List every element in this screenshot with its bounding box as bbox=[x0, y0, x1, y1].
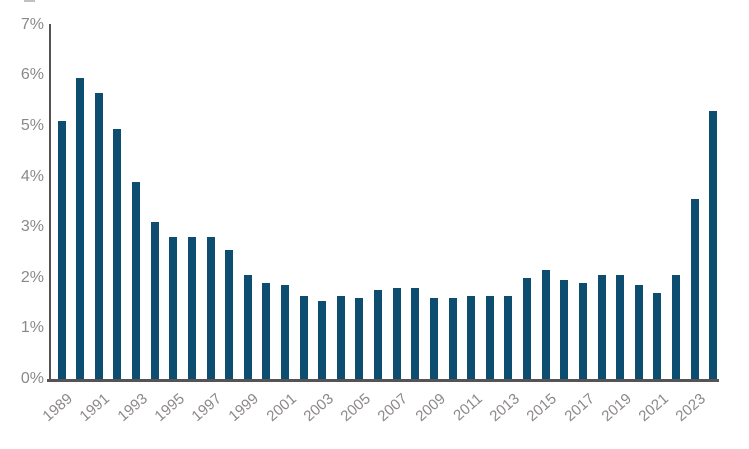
bar bbox=[597, 275, 606, 379]
x-axis-tick-label: 2021 bbox=[635, 390, 672, 425]
x-axis-tick-label: 2001 bbox=[263, 390, 300, 425]
bar bbox=[560, 280, 569, 379]
bar bbox=[225, 250, 234, 379]
bar bbox=[243, 275, 252, 379]
x-axis-tick-label: 2013 bbox=[486, 390, 523, 425]
x-axis-tick-label: 2003 bbox=[300, 390, 337, 425]
x-axis-tick-label: 1991 bbox=[76, 390, 114, 425]
bar bbox=[709, 110, 718, 379]
bar bbox=[448, 298, 457, 379]
bar bbox=[113, 128, 122, 379]
x-axis-tick-label: 2005 bbox=[337, 390, 374, 425]
bar bbox=[634, 285, 643, 379]
bar bbox=[523, 277, 531, 379]
bar bbox=[76, 77, 85, 379]
bar bbox=[280, 285, 289, 379]
bar bbox=[690, 199, 699, 379]
y-axis-line bbox=[49, 23, 51, 381]
bar bbox=[57, 120, 66, 379]
x-axis-tick-label: 2015 bbox=[523, 390, 561, 425]
cropped-tick-artifact bbox=[24, 0, 35, 2]
x-axis-tick-label: 2009 bbox=[412, 390, 449, 425]
y-axis-tick-label: 2% bbox=[20, 268, 44, 286]
x-axis-tick-label: 1999 bbox=[225, 390, 263, 425]
bar bbox=[355, 298, 364, 379]
bar bbox=[541, 270, 550, 379]
bar bbox=[336, 295, 345, 379]
x-axis-tick-label: 2023 bbox=[672, 390, 710, 425]
x-axis-tick-label: 2007 bbox=[374, 390, 412, 425]
y-axis-tick-label: 4% bbox=[20, 167, 44, 185]
y-axis-tick-label: 3% bbox=[20, 218, 44, 236]
bar bbox=[467, 295, 476, 379]
x-axis-tick-label: 2011 bbox=[450, 390, 486, 425]
bar bbox=[653, 293, 662, 379]
y-axis-tick-label: 7% bbox=[20, 15, 44, 33]
bar bbox=[392, 287, 401, 379]
y-axis-tick-label: 6% bbox=[20, 66, 44, 84]
x-axis-tick-label: 2019 bbox=[598, 390, 635, 425]
x-axis-tick-label: 2017 bbox=[561, 390, 598, 425]
x-axis-tick-label: 1993 bbox=[114, 390, 151, 425]
bar bbox=[504, 295, 513, 379]
bar bbox=[187, 237, 196, 379]
bar bbox=[150, 222, 159, 379]
bar bbox=[169, 237, 178, 379]
bar bbox=[485, 295, 494, 379]
bar bbox=[616, 275, 625, 379]
y-axis-tick-label: 5% bbox=[20, 117, 44, 134]
bar bbox=[672, 275, 680, 379]
bar bbox=[578, 282, 587, 379]
bar bbox=[318, 300, 327, 379]
x-axis-tick-label: 1997 bbox=[188, 390, 225, 425]
bar bbox=[411, 287, 420, 379]
x-axis-tick-label: 1989 bbox=[39, 390, 76, 425]
bar bbox=[132, 181, 140, 379]
x-axis-line bbox=[47, 379, 719, 382]
bar bbox=[262, 282, 271, 379]
bar bbox=[374, 290, 382, 379]
x-axis-tick-label: 1995 bbox=[151, 390, 188, 425]
bar bbox=[429, 298, 438, 379]
bar bbox=[206, 237, 215, 379]
bar bbox=[94, 93, 103, 379]
y-axis-tick-label: 0% bbox=[20, 370, 44, 387]
y-axis-tick-label: 1% bbox=[20, 319, 44, 337]
bar bbox=[299, 295, 308, 379]
